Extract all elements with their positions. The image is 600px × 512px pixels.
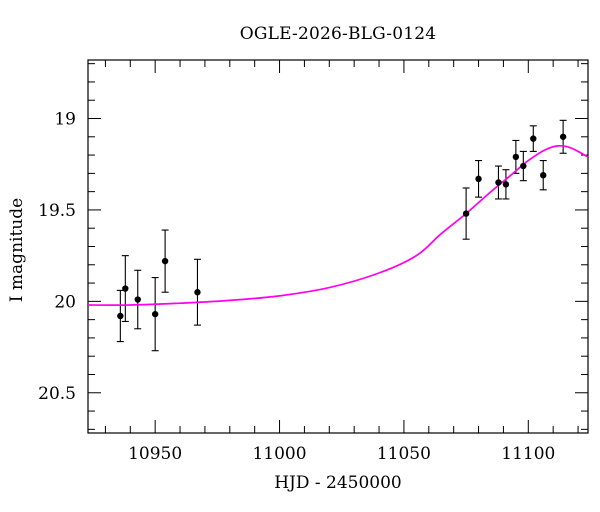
- data-point: [462, 210, 470, 217]
- x-tick-label: 10950: [128, 444, 182, 464]
- data-point: [512, 153, 520, 161]
- data-point: [122, 285, 129, 292]
- x-axis-label: HJD - 2450000: [274, 473, 402, 493]
- data-point: [194, 289, 201, 296]
- x-tick-label: 11100: [501, 444, 555, 464]
- data-point: [475, 175, 482, 183]
- data-point: [117, 312, 124, 320]
- y-axis-label: I magnitude: [7, 197, 27, 303]
- data-point: [520, 162, 527, 170]
- data-point: [559, 133, 567, 140]
- data-point: [161, 257, 169, 265]
- plot-frame: [87, 59, 589, 434]
- data-point: [530, 135, 537, 142]
- y-tick-label: 20.5: [38, 384, 76, 404]
- data-point: [151, 310, 159, 318]
- model-light-curve: [87, 144, 589, 306]
- data-point: [495, 179, 502, 186]
- data-point: [502, 181, 510, 188]
- data-point: [134, 296, 141, 303]
- plot-title: OGLE-2026-BLG-0124: [239, 24, 437, 44]
- x-tick-label: 11050: [377, 444, 431, 464]
- data-point: [540, 171, 547, 179]
- y-tick-label: 19.5: [38, 201, 76, 221]
- x-tick-label: 11000: [252, 444, 306, 464]
- y-tick-label: 19: [54, 110, 76, 130]
- y-tick-label: 20: [54, 292, 76, 312]
